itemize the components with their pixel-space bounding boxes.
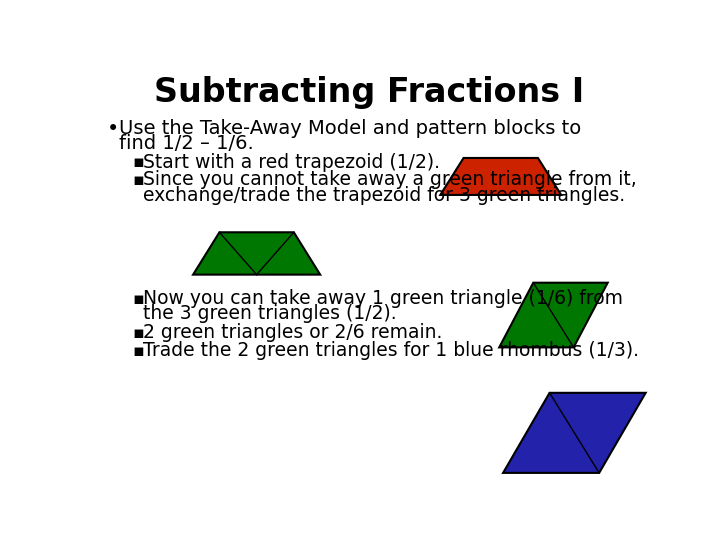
Text: find 1/2 – 1/6.: find 1/2 – 1/6. xyxy=(120,134,254,153)
Text: Now you can take away 1 green triangle (1/6) from: Now you can take away 1 green triangle (… xyxy=(143,289,623,308)
Text: Subtracting Fractions I: Subtracting Fractions I xyxy=(154,76,584,109)
Text: exchange/trade the trapezoid for 3 green triangles.: exchange/trade the trapezoid for 3 green… xyxy=(143,186,625,205)
Text: •: • xyxy=(107,119,120,139)
Text: ▪: ▪ xyxy=(132,171,145,189)
Polygon shape xyxy=(441,158,561,195)
Polygon shape xyxy=(193,232,320,275)
Text: Start with a red trapezoid (1/2).: Start with a red trapezoid (1/2). xyxy=(143,153,440,172)
Text: 2 green triangles or 2/6 remain.: 2 green triangles or 2/6 remain. xyxy=(143,323,442,342)
Text: Use the Take-Away Model and pattern blocks to: Use the Take-Away Model and pattern bloc… xyxy=(120,119,582,138)
Text: Since you cannot take away a green triangle from it,: Since you cannot take away a green trian… xyxy=(143,170,636,190)
Text: ▪: ▪ xyxy=(132,289,145,308)
Text: the 3 green triangles (1/2).: the 3 green triangles (1/2). xyxy=(143,304,396,323)
Polygon shape xyxy=(503,393,646,473)
Text: Trade the 2 green triangles for 1 blue rhombus (1/3).: Trade the 2 green triangles for 1 blue r… xyxy=(143,341,639,360)
Polygon shape xyxy=(499,283,608,347)
Text: ▪: ▪ xyxy=(132,323,145,341)
Text: ▪: ▪ xyxy=(132,153,145,171)
Text: ▪: ▪ xyxy=(132,342,145,360)
